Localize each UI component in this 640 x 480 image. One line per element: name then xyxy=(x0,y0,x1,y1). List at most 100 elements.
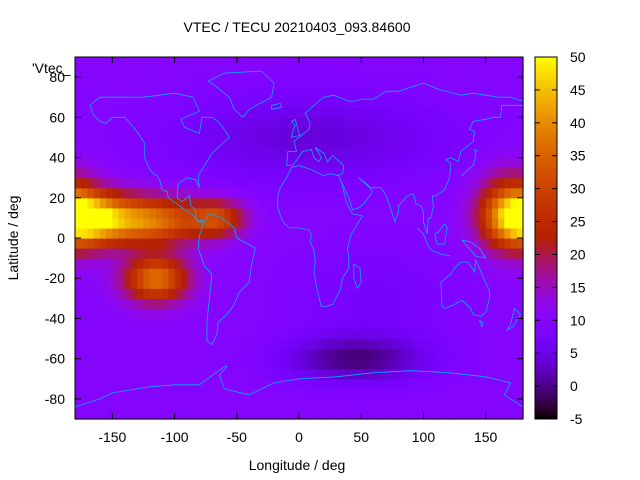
heatmap-cell xyxy=(131,288,138,299)
heatmap-cell xyxy=(118,258,126,269)
heatmap-cell xyxy=(454,97,462,108)
heatmap-cell xyxy=(224,248,232,259)
heatmap-cell xyxy=(168,358,176,370)
heatmap-cell xyxy=(162,147,169,159)
heatmap-cell xyxy=(448,298,456,309)
heatmap-cell xyxy=(93,298,101,309)
heatmap-cell xyxy=(323,338,331,350)
heatmap-cell xyxy=(174,197,182,209)
heatmap-cell xyxy=(491,298,499,309)
heatmap-cell xyxy=(323,57,331,68)
heatmap-cell xyxy=(448,288,456,299)
heatmap-cell xyxy=(305,338,313,350)
heatmap-cell xyxy=(392,67,400,78)
heatmap-cell xyxy=(411,258,418,269)
heatmap-cell xyxy=(143,197,151,209)
heatmap-cell xyxy=(417,368,425,380)
heatmap-cell xyxy=(218,127,225,139)
heatmap-cell xyxy=(280,97,288,108)
heatmap-cell xyxy=(516,328,524,340)
heatmap-cell xyxy=(267,177,275,189)
heatmap-cell xyxy=(411,197,418,209)
heatmap-cell xyxy=(261,338,269,350)
heatmap-cell xyxy=(498,77,505,88)
heatmap-cell xyxy=(373,97,381,108)
heatmap-cell xyxy=(330,157,337,169)
heatmap-cell xyxy=(292,288,300,299)
heatmap-cell xyxy=(467,157,474,169)
heatmap-cell xyxy=(442,398,449,410)
y-tick-label: 0 xyxy=(57,230,65,246)
heatmap-cell xyxy=(106,97,113,108)
heatmap-cell xyxy=(323,177,331,189)
heatmap-cell xyxy=(342,278,350,289)
heatmap-cell xyxy=(398,127,406,139)
heatmap-cell xyxy=(87,197,95,209)
heatmap-cell xyxy=(299,217,306,229)
heatmap-cell xyxy=(504,187,512,199)
heatmap-cell xyxy=(311,348,319,360)
heatmap-cell xyxy=(379,147,387,159)
heatmap-cell xyxy=(292,408,300,420)
heatmap-cell xyxy=(174,338,182,350)
heatmap-cell xyxy=(373,157,381,169)
heatmap-cell xyxy=(205,137,213,149)
heatmap-cell xyxy=(118,388,126,400)
heatmap-cell xyxy=(299,388,306,400)
heatmap-cell xyxy=(193,97,201,108)
heatmap-cell xyxy=(336,338,344,350)
heatmap-cell xyxy=(193,227,201,239)
heatmap-cell xyxy=(392,187,400,199)
heatmap-cell xyxy=(155,368,163,380)
heatmap-cell xyxy=(473,127,481,139)
heatmap-cell xyxy=(243,318,250,330)
coastline xyxy=(277,165,364,307)
heatmap-cell xyxy=(423,117,431,128)
coastline xyxy=(89,105,204,223)
heatmap-cell xyxy=(168,77,176,88)
heatmap-cell xyxy=(460,388,468,400)
heatmap-cell xyxy=(448,248,456,259)
heatmap-cell xyxy=(404,117,412,128)
heatmap-cell xyxy=(411,117,418,128)
heatmap-cell xyxy=(75,187,82,199)
heatmap-cell xyxy=(367,328,375,340)
coastline xyxy=(207,70,275,118)
heatmap-cell xyxy=(336,167,344,179)
heatmap-cell xyxy=(442,278,449,289)
heatmap-cell xyxy=(330,177,337,189)
heatmap-cell xyxy=(305,177,313,189)
heatmap-cell xyxy=(479,408,487,420)
heatmap-cell xyxy=(379,318,387,330)
heatmap-cell xyxy=(205,398,213,410)
heatmap-cell xyxy=(498,227,505,239)
heatmap-cell xyxy=(267,388,275,400)
heatmap-cell xyxy=(442,368,449,380)
heatmap-cell xyxy=(93,127,101,139)
heatmap-cell xyxy=(193,177,201,189)
heatmap-cell xyxy=(386,137,393,149)
heatmap-cell xyxy=(255,167,263,179)
heatmap-cell xyxy=(106,278,113,289)
heatmap-cell xyxy=(93,107,101,118)
heatmap-cell xyxy=(510,117,518,128)
heatmap-cell xyxy=(280,408,288,420)
heatmap-cell xyxy=(224,368,232,380)
heatmap-cell xyxy=(199,117,207,128)
heatmap-cell xyxy=(404,147,412,159)
coastline xyxy=(416,227,432,251)
heatmap-cell xyxy=(435,117,443,128)
heatmap-cell xyxy=(504,388,512,400)
heatmap-cell xyxy=(249,408,257,420)
heatmap-cell xyxy=(373,318,381,330)
heatmap-cell xyxy=(435,157,443,169)
heatmap-cell xyxy=(218,278,225,289)
heatmap-cell xyxy=(81,338,89,350)
heatmap-cell xyxy=(398,268,406,279)
heatmap-cell xyxy=(218,147,225,159)
heatmap-cell xyxy=(373,57,381,68)
heatmap-cell xyxy=(143,87,151,98)
heatmap-cell xyxy=(280,187,288,199)
heatmap-cell xyxy=(342,227,350,239)
heatmap-cell xyxy=(348,358,356,370)
